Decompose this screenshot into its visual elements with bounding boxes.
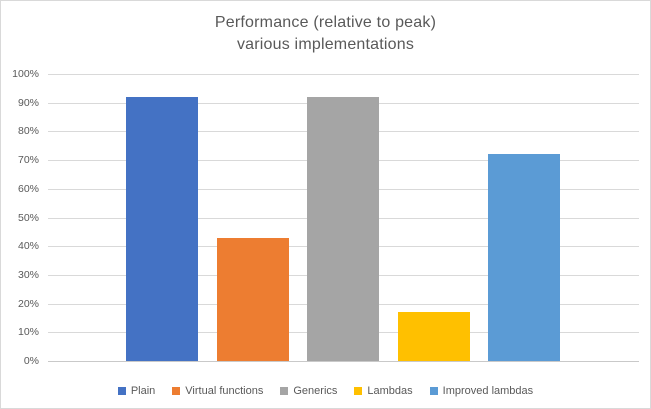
y-axis: 0% 10% 20% 30% 40% 50% 60% 70% 80% 90% 100% [1, 1, 41, 408]
legend-marker-lambdas [354, 387, 363, 395]
legend-marker-virtual-functions [172, 387, 181, 395]
y-axis-tick-label: 80% [17, 125, 39, 137]
legend: Plain Virtual functions Generics Lambdas Imp… [1, 385, 650, 397]
plot-area [48, 74, 639, 362]
chart-title-line2: various implementations [236, 36, 415, 53]
legend-item-virtual-functions[interactable]: Virtual functions [172, 385, 263, 397]
y-axis-tick-label: 90% [17, 97, 39, 109]
bar-lambdas[interactable] [398, 312, 470, 361]
y-axis-tick-label: 0% [23, 355, 39, 367]
legend-item-generics[interactable]: Generics [280, 385, 337, 397]
legend-label: Improved lambdas [442, 385, 534, 397]
bar-improved-lambdas[interactable] [488, 154, 560, 361]
chart-title-line1: Performance (relative to peak) [214, 14, 437, 31]
gridline [48, 74, 639, 75]
bar-generics[interactable] [307, 97, 379, 361]
y-axis-tick-label: 40% [17, 240, 39, 252]
legend-item-improved-lambdas[interactable]: Improved lambdas [429, 385, 534, 397]
y-axis-tick-label: 20% [17, 298, 39, 310]
legend-label: Generics [293, 385, 338, 397]
y-axis-tick-label: 30% [17, 269, 39, 281]
legend-marker-improved-lambdas [429, 387, 438, 395]
legend-marker-plain [117, 387, 126, 395]
y-axis-tick-label: 10% [17, 326, 39, 338]
y-axis-tick-label: 50% [17, 212, 39, 224]
x-axis-line [48, 361, 639, 362]
y-axis-tick-label: 100% [12, 68, 39, 80]
legend-label: Plain [130, 385, 156, 397]
y-axis-tick-label: 70% [17, 154, 39, 166]
bar-virtual-functions[interactable] [217, 238, 289, 361]
legend-item-lambdas[interactable]: Lambdas [354, 385, 413, 397]
legend-label: Lambdas [367, 385, 413, 397]
legend-label: Virtual functions [185, 385, 264, 397]
chart-title: Performance (relative to peak) various i… [1, 12, 650, 56]
legend-item-plain[interactable]: Plain [117, 385, 156, 397]
legend-marker-generics [280, 387, 289, 395]
bar-plain[interactable] [126, 97, 198, 361]
y-axis-tick-label: 60% [17, 183, 39, 195]
